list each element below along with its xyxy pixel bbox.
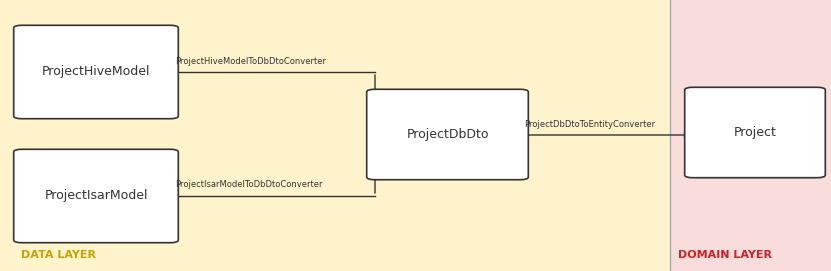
Text: DATA LAYER: DATA LAYER [21, 250, 96, 260]
Text: ProjectDbDto: ProjectDbDto [406, 128, 489, 141]
FancyBboxPatch shape [366, 89, 529, 180]
Text: ProjectDbDtoToEntityConverter: ProjectDbDtoToEntityConverter [524, 120, 655, 129]
FancyBboxPatch shape [685, 87, 825, 178]
Bar [670, 0, 831, 271]
Text: ProjectHiveModelToDbDtoConverter: ProjectHiveModelToDbDtoConverter [175, 57, 326, 66]
Text: ProjectIsarModelToDbDtoConverter: ProjectIsarModelToDbDtoConverter [175, 180, 322, 189]
FancyBboxPatch shape [13, 149, 179, 243]
Text: ProjectIsarModel: ProjectIsarModel [44, 189, 148, 202]
Text: ProjectHiveModel: ProjectHiveModel [42, 66, 150, 79]
Text: Project: Project [734, 126, 776, 139]
Text: DOMAIN LAYER: DOMAIN LAYER [678, 250, 772, 260]
FancyBboxPatch shape [13, 25, 179, 119]
